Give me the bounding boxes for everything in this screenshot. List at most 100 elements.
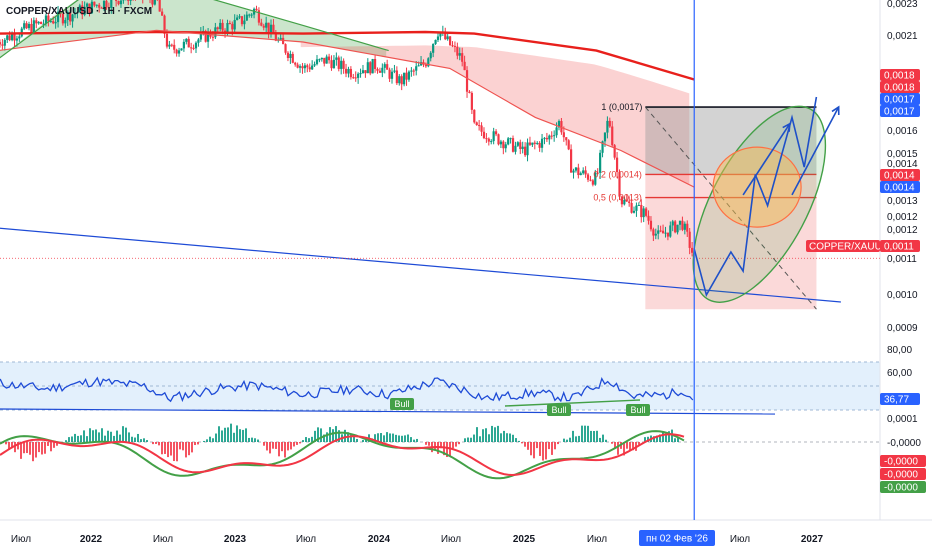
candle-body [410,70,413,72]
macd-histogram-bar [320,428,322,442]
macd-histogram-bar [563,438,565,442]
macd-histogram-bar [389,433,391,442]
macd-histogram-bar [473,434,475,442]
candle-body [337,57,340,69]
candle-body [306,65,309,68]
candle-body [613,145,616,158]
candle-body [625,199,628,202]
macd-histogram-bar [440,442,442,449]
macd-tag: -0,0000 [884,457,918,468]
price-axis: 0,00230,00210,00190,00160,00150,00140,00… [806,0,926,494]
candle-body [286,52,290,58]
price-axis-label: 0,0021 [887,31,918,42]
candle-body [555,127,558,136]
candle-body [509,138,512,140]
bull-label: Bull [394,399,409,409]
candle-body [100,7,103,9]
macd-histogram-bar [404,435,406,442]
macd-histogram-bar [44,442,46,454]
candle-body [395,70,398,84]
candle-body [291,53,294,63]
candle-body [158,0,161,12]
macd-histogram-bar [143,438,145,442]
candle-body [376,68,379,71]
macd-histogram-bar [587,425,589,442]
candle-body [657,230,660,234]
candle-body [674,221,677,233]
candle-body [257,10,261,23]
macd-histogram-bar [497,425,499,442]
candle-body [603,132,607,142]
candle-body [296,64,299,68]
macd-histogram-bar [593,430,595,442]
candle-body [44,15,48,24]
price-tag-box [880,169,920,181]
macd-histogram-bar [305,437,307,442]
candle-body [371,59,374,74]
candle-body [574,167,578,171]
candle-body [83,6,86,15]
candle-body [105,0,108,8]
fib-label: 0,2 (0,0014) [593,169,642,179]
candle-body [56,11,60,23]
macd-histogram-bar [185,442,187,458]
candle-body [255,8,258,11]
candle-body [456,46,459,56]
candle-body [71,14,74,22]
candle-body [35,20,38,24]
macd-histogram-bar [206,439,208,442]
candle-body [661,230,665,234]
macd-pane [0,423,685,480]
macd-histogram-bar [554,442,556,450]
macd-histogram-bar [581,425,583,442]
macd-histogram-bar [344,429,346,442]
macd-histogram-bar [527,442,529,450]
macd-histogram-bar [545,442,547,460]
macd-histogram-bar [140,439,142,442]
candle-body [173,44,176,50]
candle-body [606,120,609,133]
macd-histogram-bar [410,437,412,442]
candle-body [608,120,611,127]
candle-body [311,65,314,70]
macd-histogram-bar [89,428,91,442]
candle-body [584,170,587,175]
candle-body [308,67,311,70]
macd-histogram-bar [41,442,43,455]
macd-histogram-bar [83,430,85,442]
candle-body [344,68,348,74]
macd-histogram-bar [173,442,175,462]
macd-histogram-bar [476,427,478,442]
candle-body [446,36,449,40]
candle-body [197,39,200,43]
macd-histogram-bar [224,427,226,442]
candle-body [119,0,123,5]
macd-histogram-bar [134,437,136,442]
candle-body [61,14,64,24]
candle-body [540,138,544,148]
macd-histogram-bar [251,437,253,442]
macd-histogram-bar [290,442,292,450]
macd-histogram-bar [299,442,301,444]
macd-signal-line [0,433,685,477]
macd-histogram-bar [272,442,274,449]
candle-body [240,16,244,25]
bull-label-box [626,404,650,416]
candle-body [473,109,476,123]
macd-histogram-bar [350,433,352,442]
candle-body [66,11,69,20]
candle-body [107,7,110,9]
time-axis-label: Июл [153,534,173,545]
symbol-value-box [880,240,920,252]
time-axis-label: Июл [441,534,461,545]
macd-histogram-bar [209,436,211,442]
time-axis-label: Июл [730,534,750,545]
time-axis-label: 2025 [513,534,536,545]
macd-histogram-bar [605,439,607,442]
candle-body [364,70,367,74]
time-axis-label: 2023 [224,534,247,545]
macd-histogram-bar [242,429,244,442]
macd-histogram-bar [269,442,271,454]
candle-body [243,20,246,25]
